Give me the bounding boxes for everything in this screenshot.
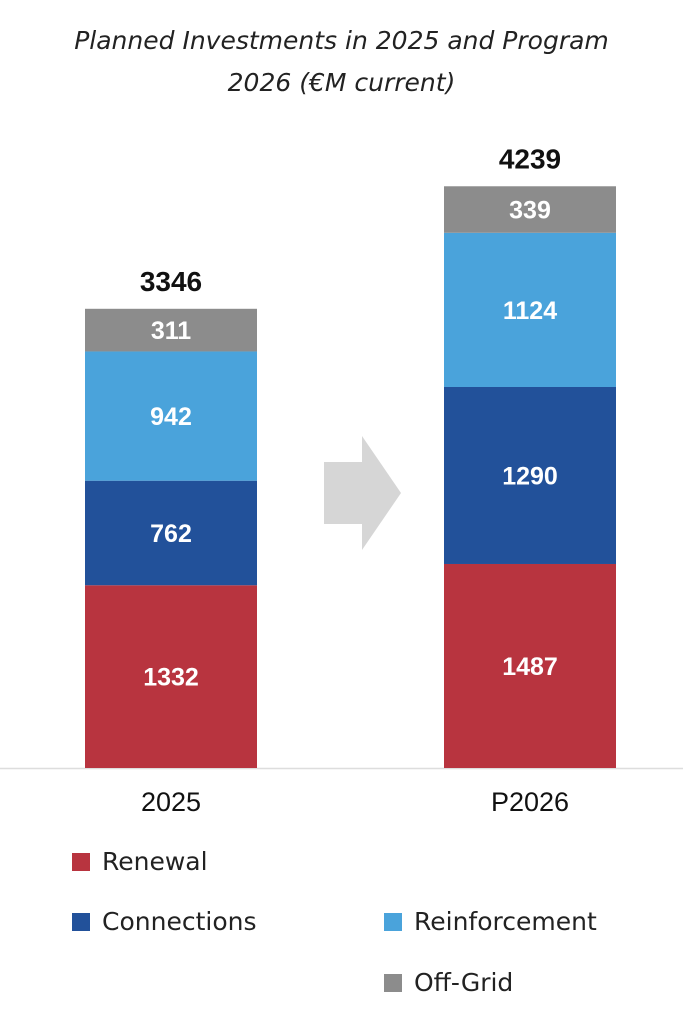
total-label-2025: 3346 xyxy=(140,266,202,297)
bar-renewal-p2026 xyxy=(444,563,616,768)
data-label-connections-p2026: 1290 xyxy=(502,462,558,490)
legend-swatch-reinforcement xyxy=(384,912,402,931)
data-label-reinforcement-2025: 942 xyxy=(150,403,192,431)
data-label-renewal-p2026: 1487 xyxy=(502,653,558,681)
legend-swatch-connections xyxy=(72,912,90,931)
legend-label-renewal: Renewal xyxy=(102,847,208,876)
data-label-off-grid-2025: 311 xyxy=(151,317,191,345)
bar-connections-2025 xyxy=(85,480,257,586)
right-arrow-icon xyxy=(324,436,401,550)
bar-off-grid-2025 xyxy=(85,308,257,352)
data-label-connections-2025: 762 xyxy=(150,520,192,548)
total-label-p2026: 4239 xyxy=(499,143,561,174)
bar-reinforcement-p2026 xyxy=(444,232,616,387)
x-tick-label-p2026: P2026 xyxy=(491,787,569,817)
bar-connections-p2026 xyxy=(444,386,616,564)
legend-label-connections: Connections xyxy=(102,907,257,936)
bar-renewal-2025 xyxy=(85,585,257,768)
legend-swatch-renewal xyxy=(72,852,90,871)
x-tick-label-2025: 2025 xyxy=(141,787,201,817)
legend-label-off-grid: Off-Grid xyxy=(414,968,514,997)
data-label-reinforcement-p2026: 1124 xyxy=(503,297,557,325)
legend-label-reinforcement: Reinforcement xyxy=(414,907,597,936)
legend-item-renewal: Renewal xyxy=(72,847,208,876)
legend-swatch-off-grid xyxy=(384,973,402,992)
data-label-off-grid-p2026: 339 xyxy=(509,197,551,225)
data-label-renewal-2025: 1332 xyxy=(143,664,199,692)
chart-title-line-2: 2026 (€M current) xyxy=(227,68,456,97)
chart-title-line-1: Planned Investments in 2025 and Program xyxy=(74,26,609,55)
bar-reinforcement-2025 xyxy=(85,351,257,481)
legend-item-off-grid: Off-Grid xyxy=(384,968,513,997)
legend-item-reinforcement: Reinforcement xyxy=(384,907,597,936)
legend-item-connections: Connections xyxy=(72,907,256,936)
bar-off-grid-p2026 xyxy=(444,186,616,233)
